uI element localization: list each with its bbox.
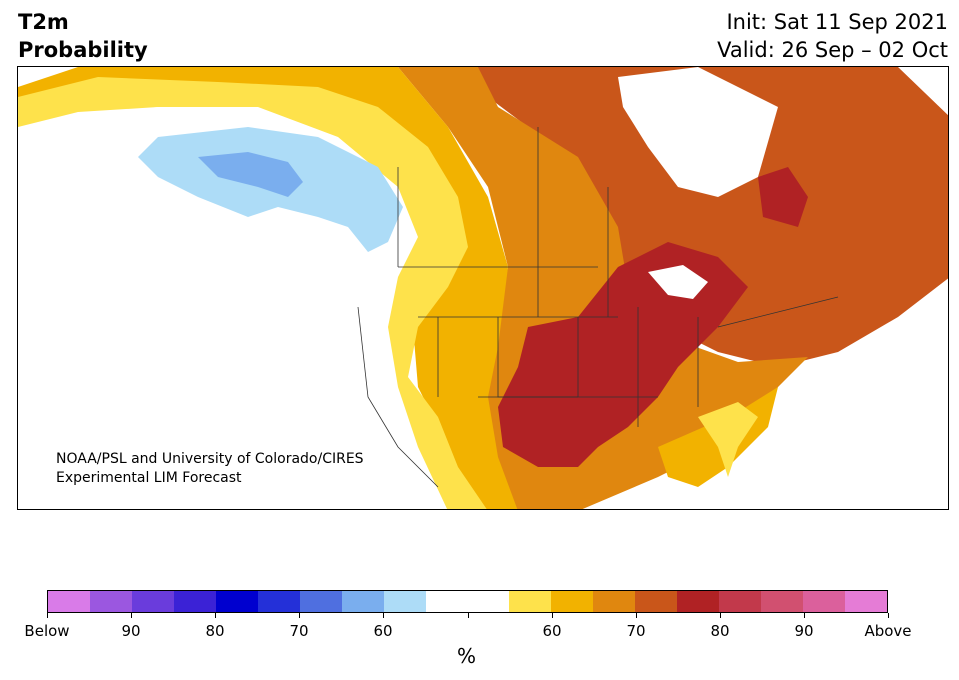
region-below-mid-blue [198, 152, 303, 197]
colorbar-tick-label: 60 [542, 622, 562, 640]
colorbar-segment [761, 591, 804, 612]
credit-line-2: Experimental LIM Forecast [56, 470, 242, 486]
colorbar-tickmark [215, 613, 216, 618]
colorbar-tickmark [888, 613, 889, 618]
forecast-map: NOAA/PSL and University of Colorado/CIRE… [17, 66, 949, 510]
colorbar-segment [215, 591, 258, 612]
colorbar-tickmark [720, 613, 721, 618]
colorbar-segment [593, 591, 636, 612]
map-svg [18, 67, 948, 509]
colorbar-segment [845, 591, 888, 612]
colorbar-tick-label: 60 [373, 622, 393, 640]
colorbar-segment [173, 591, 216, 612]
colorbar-segment [551, 591, 594, 612]
region-above-dark-orange [468, 67, 948, 367]
colorbar-tickmark [383, 613, 384, 618]
region-above-red-quebec [758, 167, 808, 227]
colorbar-segment [425, 591, 468, 612]
colorbar-segment [131, 591, 174, 612]
colorbar-tickmark [636, 613, 637, 618]
colorbar-segment [719, 591, 762, 612]
credit-line-1: NOAA/PSL and University of Colorado/CIRE… [56, 451, 364, 467]
colorbar-tickmark [552, 613, 553, 618]
region-above-yellow-florida [698, 402, 758, 477]
colorbar-segment [677, 591, 720, 612]
colorbar-tick-label: 80 [205, 622, 225, 640]
boundary-lines [357, 127, 839, 488]
colorbar-segment [299, 591, 342, 612]
colorbar-segment [257, 591, 300, 612]
colorbar-segment [341, 591, 384, 612]
colorbar-tick-label: 70 [626, 622, 646, 640]
colorbar-segment [383, 591, 426, 612]
colorbar-segment [803, 591, 846, 612]
colorbar-tickmark [47, 613, 48, 618]
colorbar-tick-label: 90 [794, 622, 814, 640]
great-lakes [648, 265, 708, 299]
colorbar-segment [635, 591, 678, 612]
colorbar-unit: % [457, 644, 477, 668]
colorbar-tickmark [299, 613, 300, 618]
hudson-bay [618, 67, 778, 197]
colorbar-tickmark [804, 613, 805, 618]
colorbar-tick-label: Above [864, 622, 912, 640]
colorbar-segment [467, 591, 510, 612]
colorbar-tickmark [131, 613, 132, 618]
valid-period: Valid: 26 Sep – 02 Oct [717, 38, 948, 62]
title-line-1: T2m [18, 10, 69, 34]
forecast-dates: Init: Sat 11 Sep 2021 Valid: 26 Sep – 02… [717, 8, 948, 64]
region-above-red [498, 242, 748, 467]
colorbar-segment [48, 591, 90, 612]
colorbar-tick-label: 80 [710, 622, 730, 640]
colorbar-segment [89, 591, 132, 612]
map-title: T2m Probability [18, 8, 148, 64]
colorbar-segment [509, 591, 552, 612]
region-above-gold [18, 67, 518, 509]
credit: NOAA/PSL and University of Colorado/CIRE… [56, 450, 364, 488]
init-date: Init: Sat 11 Sep 2021 [726, 10, 948, 34]
colorbar-tick-label: Below [24, 622, 70, 640]
colorbar [47, 590, 888, 613]
colorbar-tickmark [468, 613, 469, 618]
title-line-2: Probability [18, 38, 148, 62]
colorbar-tick-label: 90 [121, 622, 141, 640]
colorbar-tick-label: 70 [289, 622, 309, 640]
